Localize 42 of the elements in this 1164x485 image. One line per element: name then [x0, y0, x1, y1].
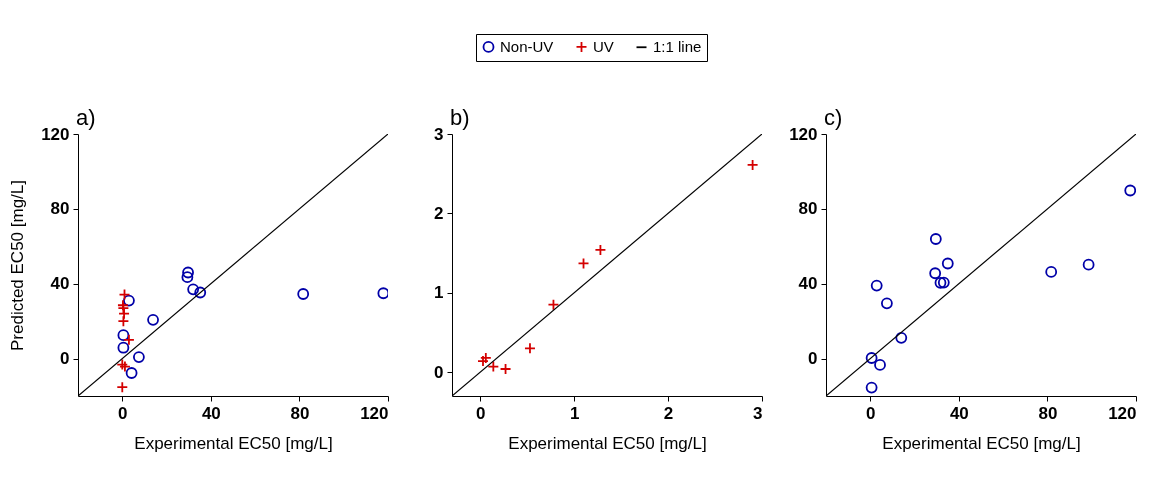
x-tick-label: 40 — [201, 403, 221, 423]
chart-title: a) — [76, 105, 96, 130]
x-axis-title: Experimental EC50 [mg/L] — [508, 433, 707, 453]
x-axis-title: Experimental EC50 [mg/L] — [882, 433, 1081, 453]
y-tick-label: 0 — [808, 349, 818, 369]
y-tick-label: 1 — [434, 283, 444, 303]
y-axis-title: Predicted EC50 [mg/L] — [8, 179, 28, 352]
x-axis-title: Experimental EC50 [mg/L] — [134, 433, 333, 453]
y-tick-label: 3 — [434, 124, 444, 144]
y-tick-label: 80 — [798, 199, 818, 219]
x-tick-label: 120 — [360, 403, 389, 423]
chart-title: c) — [824, 105, 843, 130]
y-tick-label: 2 — [434, 203, 444, 223]
x-tick-label: 0 — [475, 403, 486, 423]
point — [746, 159, 759, 171]
y-tick-label: 0 — [60, 349, 70, 369]
x-tick-label: 80 — [1038, 403, 1058, 423]
y-tick-label: 40 — [798, 274, 818, 294]
legend-label: 1:1 line — [653, 38, 702, 56]
legend-label: Non-UV — [500, 37, 554, 55]
x-tick-label: 0 — [118, 403, 128, 423]
y-tick-label: 80 — [50, 199, 70, 219]
x-tick-label: 0 — [866, 403, 876, 423]
x-tick-label: 2 — [663, 403, 674, 423]
point — [477, 355, 489, 367]
point — [594, 244, 607, 256]
y-tick-label: 120 — [789, 124, 818, 144]
y-tick-label: 0 — [434, 362, 444, 382]
point — [499, 363, 512, 375]
point — [577, 257, 590, 270]
point — [487, 360, 500, 373]
x-tick-label: 120 — [1108, 403, 1137, 423]
legend-label: UV — [593, 37, 614, 55]
x-tick-label: 80 — [290, 403, 310, 423]
y-tick-label: 120 — [41, 124, 70, 144]
y-tick-label: 40 — [50, 274, 70, 294]
point — [524, 342, 536, 355]
x-tick-label: 40 — [949, 403, 969, 423]
point — [547, 298, 560, 311]
x-tick-label: 3 — [753, 403, 763, 423]
x-tick-label: 1 — [569, 403, 580, 423]
chart-title: b) — [450, 105, 470, 130]
